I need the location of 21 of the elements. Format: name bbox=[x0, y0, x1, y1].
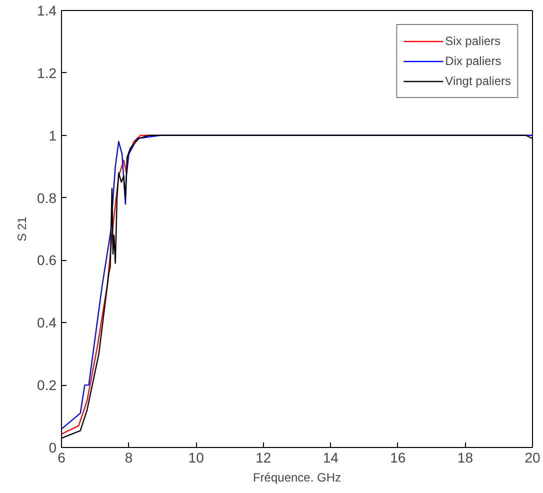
x-tick-label: 12 bbox=[256, 450, 272, 466]
x-tick-label: 18 bbox=[457, 450, 474, 466]
y-tick-label: 0 bbox=[48, 440, 57, 456]
y-tick-label: 0.6 bbox=[37, 252, 57, 268]
y-axis-title: S 21 bbox=[15, 216, 30, 242]
x-tick-label: 16 bbox=[390, 450, 406, 466]
y-tick-label: 0.2 bbox=[37, 377, 57, 394]
y-tick-label: 0.8 bbox=[37, 190, 57, 206]
legend-label: Vingt paliers bbox=[445, 74, 511, 88]
x-tick-label: 14 bbox=[322, 450, 339, 466]
x-tick-label: 8 bbox=[124, 450, 133, 466]
x-tick-label: 20 bbox=[524, 450, 540, 466]
x-tick-label: 6 bbox=[58, 450, 66, 466]
x-axis-title: Fréquence. GHz bbox=[252, 470, 342, 484]
y-tick-label: 0.4 bbox=[37, 314, 57, 331]
y-tick-label: 1 bbox=[48, 127, 57, 144]
y-tick-label: 1.2 bbox=[37, 64, 57, 81]
x-tick-label: 10 bbox=[188, 450, 204, 466]
y-tick-label: 1.4 bbox=[37, 2, 57, 18]
legend-label: Dix paliers bbox=[445, 54, 502, 68]
legend-label: Six paliers bbox=[445, 34, 501, 48]
